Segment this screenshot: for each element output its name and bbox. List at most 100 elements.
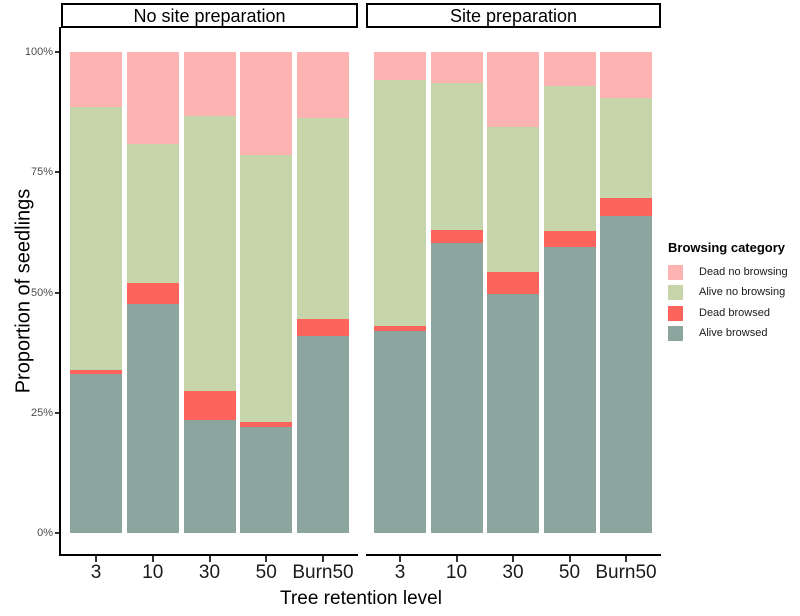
facet-strip-no-site-preparation: No site preparation: [61, 3, 358, 28]
y-tick-label-0: 0%: [37, 527, 53, 539]
legend-title: Browsing category: [668, 240, 786, 255]
x-label-cell: 10: [127, 562, 179, 584]
x-axis-line-right-panel: [366, 554, 661, 556]
legend: Browsing category Dead no browsing Alive …: [668, 240, 800, 344]
bar-segment-alive-browsed: [430, 243, 483, 533]
bar-segment-alive-browsed: [240, 427, 293, 533]
bar-segment-dead-browsed: [126, 283, 179, 304]
x-tick-label-30: 30: [502, 562, 524, 583]
x-tick-label-10: 10: [142, 562, 164, 583]
x-tick-cell: [600, 556, 652, 562]
x-tick-cell: [184, 556, 236, 562]
bar-site-preparation-burn50: [600, 52, 652, 533]
x-tick-cell: [127, 556, 179, 562]
y-tick-25: [55, 411, 59, 414]
x-tick-label-burn50: Burn50: [595, 562, 657, 583]
x-axis-line-left-panel: [59, 554, 358, 556]
x-tick-50: [568, 556, 571, 562]
x-tick-50: [265, 556, 268, 562]
legend-key-swatch-dead-no-browsing: [668, 264, 683, 280]
x-label-cell: 3: [70, 562, 122, 584]
x-tick-cell: [544, 556, 596, 562]
bar-no-site-preparation-10: [126, 52, 179, 533]
x-tick-labels-right-panel: 3 10 30 50 Burn50: [366, 562, 660, 584]
legend-key-swatch-alive-browsed: [668, 326, 683, 342]
bar-segment-dead-no-browsing: [297, 52, 349, 119]
y-tick-75: [55, 171, 59, 174]
x-tick-label-burn50: Burn50: [292, 562, 354, 583]
legend-label-dead-browsed: Dead browsed: [699, 306, 770, 319]
bar-segment-dead-browsed: [297, 318, 349, 336]
bar-segment-dead-no-browsing: [543, 51, 596, 86]
x-axis-title: Tree retention level: [280, 588, 442, 609]
x-tick-cell: [70, 556, 122, 562]
legend-item-alive-no-browsing: Alive no browsing: [668, 283, 800, 304]
x-tick-cell: [240, 556, 292, 562]
x-tick-cell: [431, 556, 483, 562]
x-tick-label-50: 50: [255, 562, 277, 583]
x-tick-30: [208, 556, 211, 562]
bar-segment-dead-no-browsing: [430, 51, 483, 84]
bar-no-site-preparation-burn50: [297, 52, 349, 533]
x-tick-label-10: 10: [445, 562, 468, 583]
y-axis-title: Proportion of seedlings: [12, 188, 35, 394]
panel-site-preparation: [366, 28, 660, 554]
legend-items: Dead no browsing Alive no browsing Dead br…: [668, 262, 800, 344]
bar-segment-alive-no-browsing: [543, 85, 596, 231]
bar-segment-alive-no-browsing: [374, 79, 426, 327]
x-tick-burn50: [322, 556, 324, 562]
facet-strip-label: No site preparation: [133, 5, 286, 26]
y-tick-label-25: 25%: [30, 406, 53, 419]
bar-segment-alive-browsed: [297, 335, 349, 533]
bar-no-site-preparation-3: [70, 52, 122, 533]
legend-item-dead-browsed: Dead browsed: [668, 303, 800, 324]
legend-item-dead-no-browsing: Dead no browsing: [668, 262, 800, 283]
bar-site-preparation-50: [543, 51, 596, 533]
x-label-cell: Burn50: [595, 562, 656, 584]
bar-segment-dead-no-browsing: [126, 52, 179, 144]
x-tick-labels-left-panel: 3 10 30 50 Burn50: [61, 562, 358, 584]
bar-segment-alive-no-browsing: [600, 97, 652, 199]
bar-segment-dead-browsed: [70, 369, 122, 375]
bar-segment-dead-browsed: [183, 391, 236, 420]
x-label-cell: 10: [431, 562, 483, 584]
x-label-cell: 50: [544, 562, 596, 584]
bar-segment-alive-browsed: [374, 331, 426, 533]
bar-segment-dead-no-browsing: [374, 52, 426, 80]
x-label-cell: 50: [240, 562, 292, 584]
y-tick-0: [55, 532, 59, 534]
x-tick-10: [455, 556, 458, 562]
x-tick-label-3: 3: [394, 562, 406, 583]
bar-no-site-preparation-30: [183, 52, 236, 533]
y-tick-50: [55, 291, 59, 294]
y-tick-label-100: 100%: [24, 46, 53, 58]
x-label-cell: 30: [184, 562, 236, 584]
bar-segment-alive-no-browsing: [70, 106, 122, 370]
x-tick-10: [151, 556, 154, 562]
x-tick-cell: [487, 556, 539, 562]
bar-segment-dead-browsed: [487, 271, 539, 294]
bar-segment-alive-no-browsing: [183, 115, 236, 392]
x-tick-label-50: 50: [558, 562, 581, 583]
legend-label-alive-browsed: Alive browsed: [699, 327, 768, 340]
bar-segment-dead-browsed: [543, 230, 596, 247]
facet-strip-label: Site preparation: [449, 5, 578, 26]
x-tick-label-3: 3: [90, 562, 102, 583]
bar-segment-alive-browsed: [70, 374, 122, 533]
bar-segment-alive-browsed: [183, 420, 236, 533]
y-tick-label-75: 75%: [30, 166, 53, 179]
x-tick-cell: [297, 556, 349, 562]
bar-segment-dead-no-browsing: [70, 52, 122, 107]
x-tick-3: [95, 556, 97, 562]
x-ticks-left-panel: [61, 556, 358, 562]
bar-segment-alive-no-browsing: [487, 126, 539, 272]
x-label-cell: 3: [374, 562, 426, 584]
facet-strip-site-preparation: Site preparation: [366, 3, 661, 28]
bar-segment-alive-browsed: [487, 293, 539, 533]
bar-segment-dead-browsed: [600, 198, 652, 216]
x-label-cell: 30: [487, 562, 539, 584]
bar-segment-dead-no-browsing: [240, 52, 293, 156]
legend-key-swatch-alive-no-browsing: [668, 285, 683, 301]
bar-site-preparation-3: [374, 52, 426, 533]
